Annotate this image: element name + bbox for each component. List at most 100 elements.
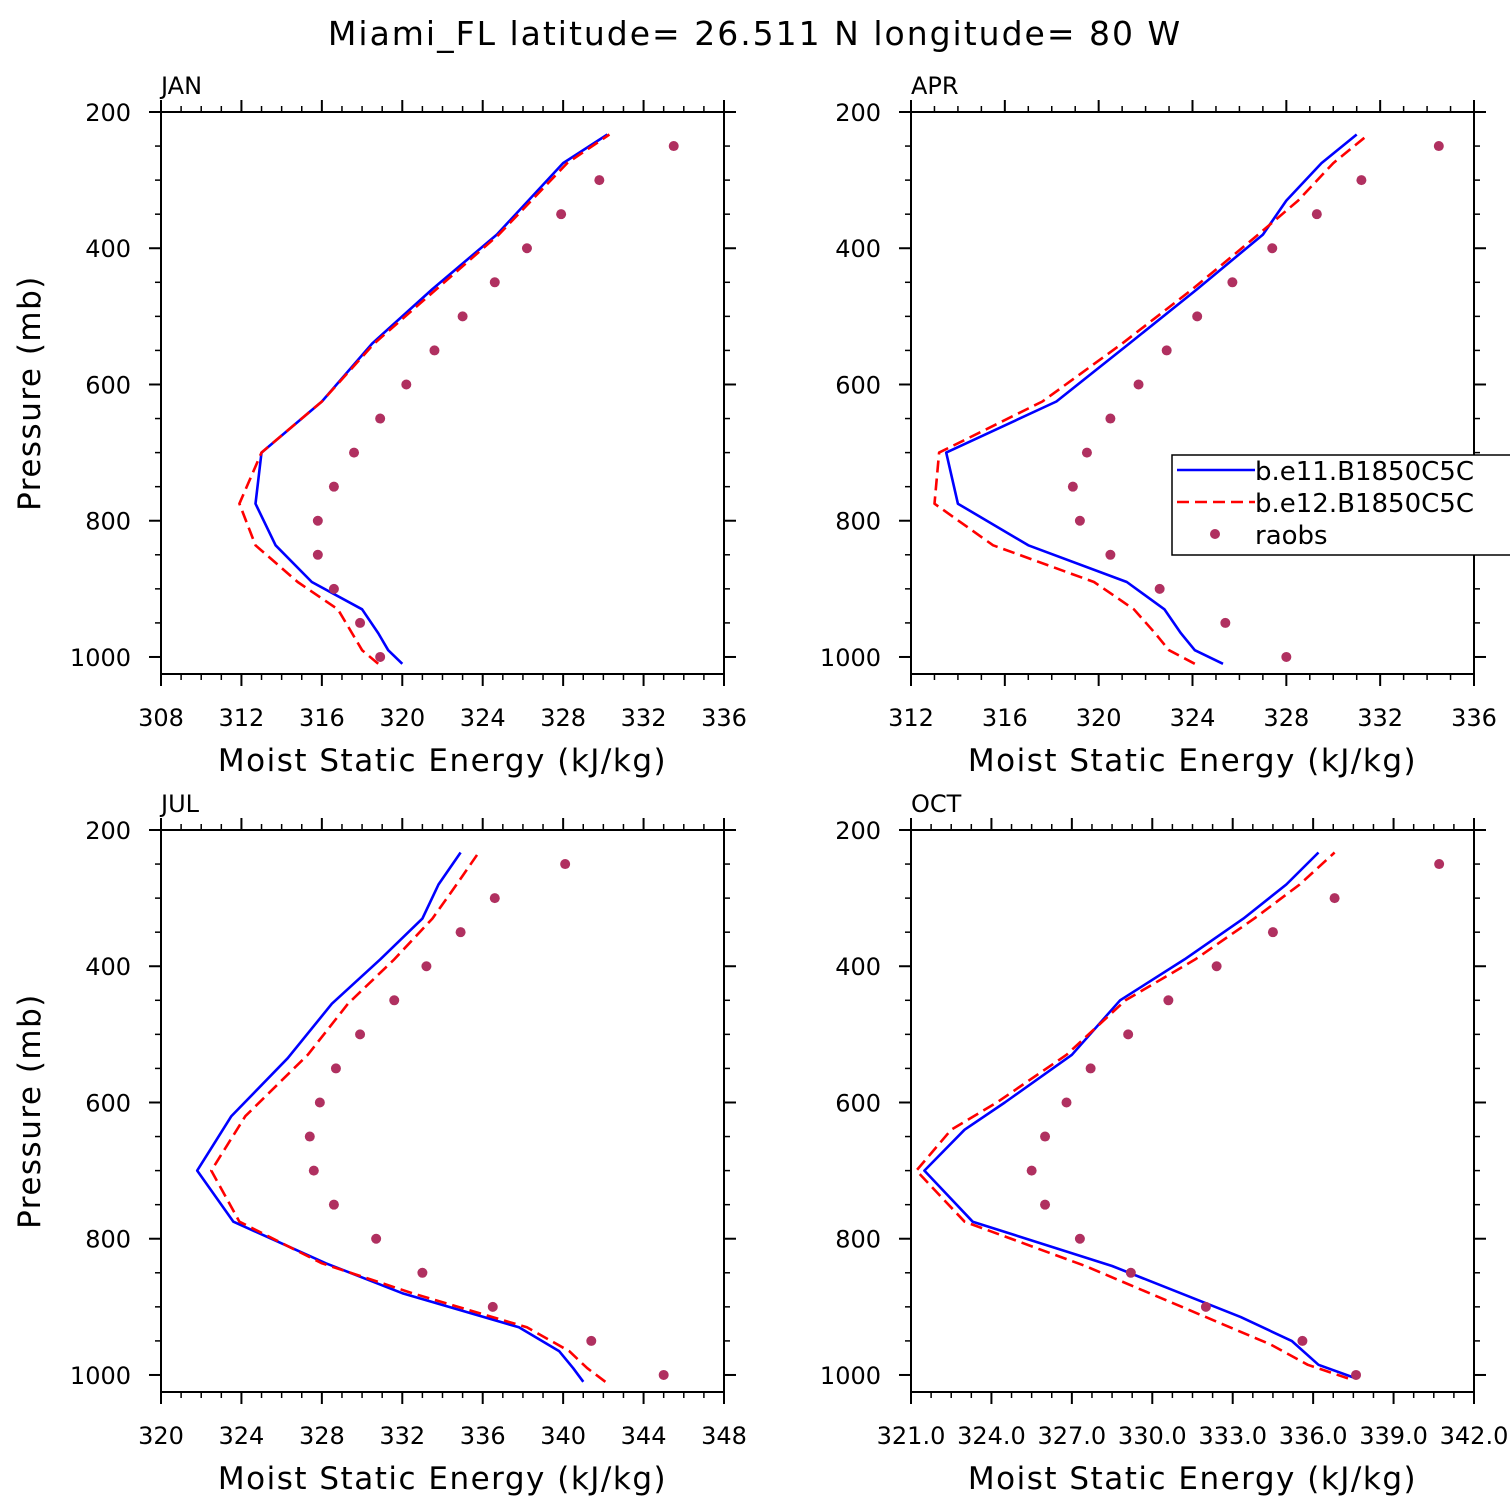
x-tick-label: 336: [1451, 704, 1497, 732]
x-tick-label: 316: [982, 704, 1028, 732]
series-line-solid: [944, 133, 1358, 665]
plot-frame: [160, 111, 725, 675]
raobs-point: [308, 1165, 319, 1176]
x-axis-label: Moist Static Energy (kJ/kg): [218, 743, 667, 779]
plot-frame: [160, 829, 725, 1393]
raobs-point: [1074, 515, 1085, 526]
raobs-point: [1200, 1301, 1211, 1312]
raobs-point: [658, 1369, 669, 1380]
x-tick-label: 312: [219, 704, 265, 732]
x-tick-label: 332: [621, 704, 667, 732]
raobs-point: [1154, 583, 1165, 594]
y-axis-label: Pressure (mb): [12, 993, 48, 1229]
raobs-point: [489, 277, 500, 288]
x-tick-label: 327.0: [1037, 1422, 1106, 1450]
x-tick-label: 348: [701, 1422, 747, 1450]
figure-title: Miami_FL latitude= 26.511 N longitude= 8…: [328, 14, 1182, 53]
x-tick-label: 336: [701, 704, 747, 732]
raobs-point: [1081, 447, 1092, 458]
raobs-point: [375, 651, 386, 662]
raobs-point: [1026, 1165, 1037, 1176]
x-tick-label: 342.0: [1440, 1422, 1509, 1450]
raobs-point: [457, 311, 468, 322]
raobs-point: [328, 1199, 339, 1210]
raobs-point: [1061, 1097, 1072, 1108]
x-tick-label: 316: [299, 704, 345, 732]
x-tick-label: 324: [1170, 704, 1216, 732]
raobs-point: [1267, 927, 1278, 938]
y-tick-label: 200: [835, 817, 881, 845]
raobs-point: [1133, 379, 1144, 390]
raobs-point: [487, 1301, 498, 1312]
y-tick-label: 200: [85, 817, 131, 845]
legend-marker: [1210, 529, 1220, 539]
panel-jan: JAN 308 312 316 320 324 328 332 336 200 400 600 800 1…: [12, 72, 747, 779]
x-tick-label: 330.0: [1118, 1422, 1187, 1450]
raobs-point: [594, 175, 605, 186]
raobs-point: [314, 1097, 325, 1108]
raobs-point: [1074, 1233, 1085, 1244]
x-tick-label: 320: [138, 1422, 184, 1450]
raobs-point: [355, 617, 366, 628]
series-line-solid: [923, 851, 1357, 1380]
x-axis-label: Moist Static Energy (kJ/kg): [968, 1461, 1417, 1497]
raobs-point: [1329, 893, 1340, 904]
raobs-point: [355, 1029, 366, 1040]
raobs-point: [1433, 141, 1444, 152]
panel-label: OCT: [911, 790, 962, 818]
raobs-point: [1040, 1199, 1051, 1210]
raobs-point: [1105, 413, 1116, 424]
legend-label: raobs: [1255, 521, 1328, 551]
x-tick-label: 328: [1263, 704, 1309, 732]
y-tick-label: 1000: [820, 1362, 881, 1390]
raobs-point: [1085, 1063, 1096, 1074]
raobs-point: [455, 927, 466, 938]
plot-frame: [910, 829, 1475, 1393]
y-tick-label: 600: [85, 371, 131, 399]
raobs-point: [349, 447, 360, 458]
y-tick-label: 800: [835, 1226, 881, 1254]
raobs-point: [1105, 549, 1116, 560]
raobs-point: [1163, 995, 1174, 1006]
raobs-point: [328, 481, 339, 492]
raobs-point: [371, 1233, 382, 1244]
series-line-solid: [195, 851, 585, 1383]
x-axis-label: Moist Static Energy (kJ/kg): [218, 1461, 667, 1497]
raobs-point: [328, 583, 339, 594]
raobs-point: [1297, 1335, 1308, 1346]
raobs-point: [330, 1063, 341, 1074]
raobs-point: [1311, 209, 1322, 220]
raobs-point: [586, 1335, 597, 1346]
raobs-point: [521, 243, 532, 254]
raobs-point: [489, 893, 500, 904]
x-tick-label: 332: [379, 1422, 425, 1450]
y-tick-label: 1000: [820, 644, 881, 672]
series-line-dashed: [915, 851, 1349, 1380]
series-line-dashed: [933, 133, 1370, 665]
y-tick-label: 600: [835, 1089, 881, 1117]
raobs-point: [375, 413, 386, 424]
panel-label: JAN: [159, 72, 202, 100]
y-tick-label: 400: [835, 953, 881, 981]
x-axis-label: Moist Static Energy (kJ/kg): [968, 743, 1417, 779]
y-tick-label: 400: [835, 235, 881, 263]
legend-label: b.e12.B1850C5C: [1255, 489, 1474, 519]
raobs-point: [1040, 1131, 1051, 1142]
raobs-point: [1220, 617, 1231, 628]
x-tick-label: 340: [540, 1422, 586, 1450]
y-tick-label: 200: [835, 99, 881, 127]
y-tick-label: 400: [85, 235, 131, 263]
x-tick-label: 344: [621, 1422, 667, 1450]
raobs-point: [1434, 859, 1445, 870]
x-tick-label: 312: [888, 704, 934, 732]
x-tick-label: 320: [1076, 704, 1122, 732]
y-tick-label: 1000: [70, 1362, 131, 1390]
series-line-dashed: [238, 133, 611, 665]
raobs-point: [304, 1131, 315, 1142]
raobs-point: [1227, 277, 1238, 288]
raobs-point: [389, 995, 400, 1006]
panel-label: APR: [911, 72, 959, 100]
raobs-point: [1161, 345, 1172, 356]
